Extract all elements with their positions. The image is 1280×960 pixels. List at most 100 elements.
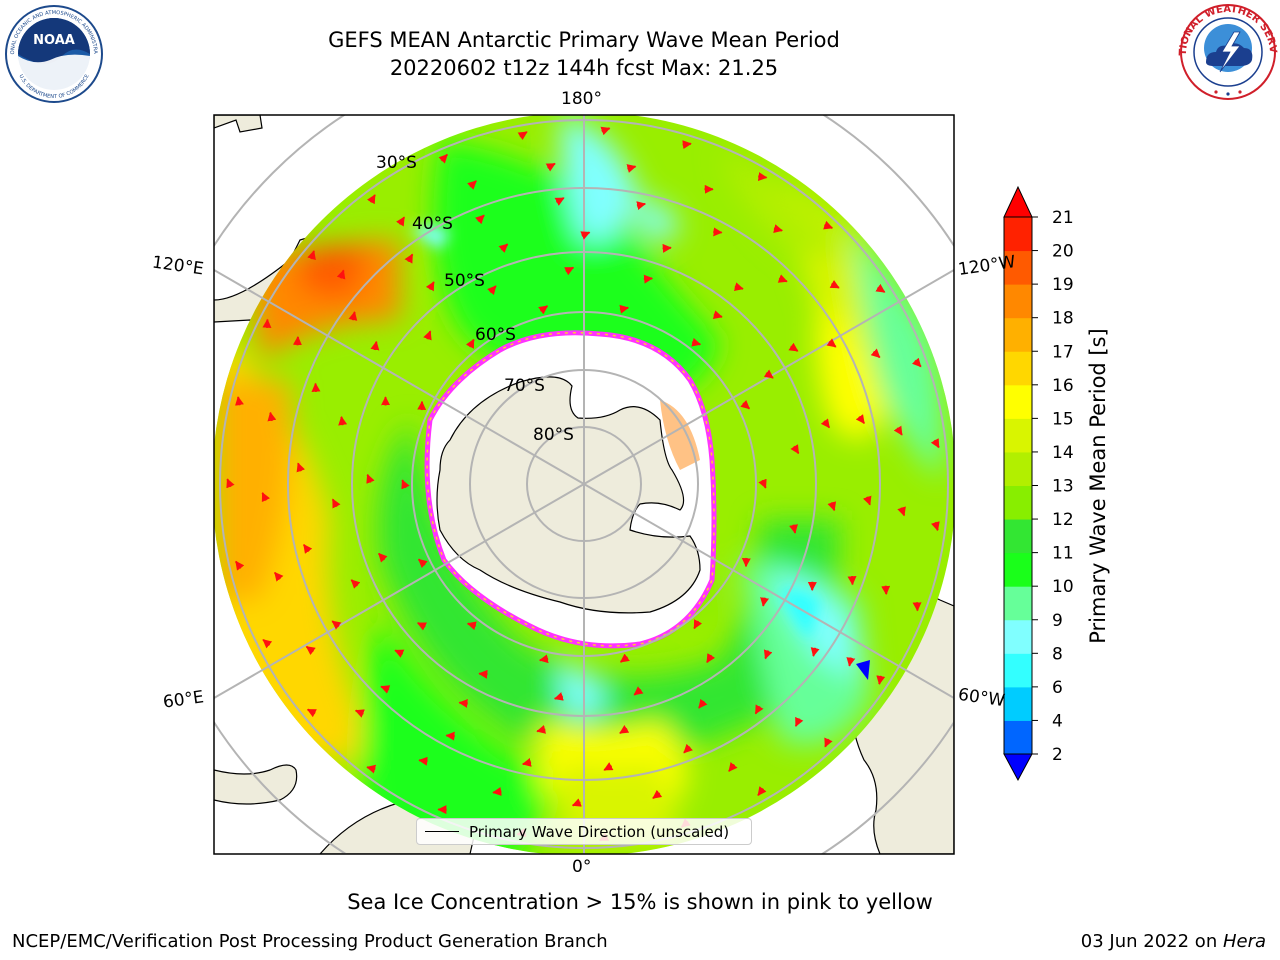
wave-arrow xyxy=(554,197,565,206)
wave-arrow xyxy=(498,243,509,253)
wave-arrow xyxy=(416,622,427,631)
wave-arrow xyxy=(521,758,532,767)
wave-arrow xyxy=(760,597,769,607)
wave-arrow xyxy=(619,304,630,314)
wave-arrow xyxy=(626,164,637,173)
wave-arrow xyxy=(603,762,614,771)
wave-arrow xyxy=(633,686,644,696)
colorbar-cell xyxy=(1004,384,1032,419)
wave-arrow xyxy=(636,201,647,210)
lat-label-70s: 70°S xyxy=(504,376,545,396)
wave-arrow xyxy=(662,243,672,253)
wave-arrow xyxy=(824,737,833,748)
wave-arrow xyxy=(846,657,856,667)
map-frame xyxy=(213,114,955,855)
colorbar-cell xyxy=(1004,418,1032,453)
legend-label: Primary Wave Direction (unscaled) xyxy=(469,823,730,841)
noaa-logo: NOAA NATIONAL OCEANIC AND ATMOSPHERIC AD… xyxy=(4,4,103,103)
legend-line-swatch xyxy=(425,831,459,832)
colorbar-cell xyxy=(1004,619,1032,654)
wave-arrow xyxy=(262,638,273,649)
wave-arrow xyxy=(643,274,654,284)
wave-arrow xyxy=(305,645,316,656)
footer-date: 03 Jun 2022 on Hera xyxy=(1081,931,1266,952)
wave-direction-arrows xyxy=(226,126,940,842)
colorbar-tick-label: 9 xyxy=(1052,611,1063,631)
wave-arrow xyxy=(875,283,886,293)
wave-arrow xyxy=(773,224,783,233)
wave-arrow xyxy=(380,685,391,694)
wave-arrow xyxy=(763,369,774,379)
wave-arrow xyxy=(794,716,804,727)
wave-arrow xyxy=(425,281,435,292)
wave-arrow xyxy=(790,444,800,455)
wave-arrow xyxy=(652,789,663,799)
wave-arrow xyxy=(698,698,708,709)
map-legend: Primary Wave Direction (unscaled) xyxy=(416,818,752,845)
wave-arrow xyxy=(267,411,277,422)
wave-arrow xyxy=(366,764,377,774)
wave-arrow xyxy=(417,558,428,569)
noaa-logo-text: NOAA xyxy=(33,33,75,48)
wave-arrow xyxy=(458,698,468,708)
colorbar-tick-label: 6 xyxy=(1052,678,1063,698)
wave-arrow xyxy=(394,649,405,658)
wave-arrow xyxy=(862,495,872,506)
wave-arrow xyxy=(855,414,865,425)
colorbar-cell xyxy=(1004,485,1032,520)
wave-arrow xyxy=(893,425,903,436)
wave-arrow xyxy=(467,180,477,190)
lon-label-bottom: 0° xyxy=(572,857,592,877)
wave-arrow xyxy=(911,357,922,368)
wave-arrow xyxy=(545,162,556,172)
wave-arrow xyxy=(350,579,361,589)
wave-arrow xyxy=(538,654,549,664)
wave-arrow xyxy=(777,274,788,283)
colorbar-tick-label: 21 xyxy=(1052,208,1074,228)
wave-arrow xyxy=(423,330,432,341)
wave-arrow xyxy=(401,479,410,490)
wave-arrow xyxy=(465,338,475,349)
footer-date-text: 03 Jun 2022 on xyxy=(1080,931,1223,952)
colorbar-cell xyxy=(1004,451,1032,486)
colorbar-tick-label: 20 xyxy=(1052,242,1074,262)
wave-arrow xyxy=(763,649,773,660)
chart-subtitle: 20220602 t12z 144h fcst Max: 21.25 xyxy=(389,56,779,80)
colorbar-tick-label: 8 xyxy=(1052,644,1063,664)
colorbar-tick-label: 13 xyxy=(1052,477,1074,497)
colorbar-tick-label: 2 xyxy=(1052,745,1063,765)
wave-arrow xyxy=(517,131,528,141)
nws-logo: NATIONAL WEATHER SERVICE xyxy=(1178,2,1278,100)
wave-arrow xyxy=(870,348,881,359)
colorbar-tick-label: 17 xyxy=(1052,342,1074,362)
wave-arrow xyxy=(396,216,406,227)
wave-arrow xyxy=(311,382,321,393)
lon-label-top: 180° xyxy=(561,89,602,109)
wave-arrow xyxy=(706,653,716,664)
colorbar-tick-label: 12 xyxy=(1052,510,1074,530)
wave-arrow xyxy=(789,524,798,534)
colorbar-cell xyxy=(1004,720,1032,755)
wave-arrow xyxy=(740,399,751,410)
wave-arrow xyxy=(487,285,497,296)
wave-arrow xyxy=(826,338,837,348)
wave-arrow xyxy=(296,462,306,473)
wave-arrow xyxy=(712,310,723,320)
wave-arrow xyxy=(829,279,840,289)
wave-arrow xyxy=(348,311,358,321)
wave-arrow xyxy=(827,501,837,512)
wave-arrow xyxy=(758,478,767,489)
wave-arrow xyxy=(754,704,764,715)
wave-arrow xyxy=(683,743,693,754)
wave-arrow xyxy=(788,342,799,352)
colorbar-cell xyxy=(1004,317,1032,352)
wave-arrow xyxy=(303,543,313,554)
wave-arrow xyxy=(378,552,388,563)
wave-arrow xyxy=(475,214,485,225)
colorbar-cell xyxy=(1004,586,1032,621)
wave-arrow xyxy=(757,786,767,797)
wave-arrow xyxy=(553,692,564,701)
lat-label-80s: 80°S xyxy=(533,425,574,445)
sea-ice-note: Sea Ice Concentration > 15% is shown in … xyxy=(347,890,933,914)
colorbar-label: Primary Wave Mean Period [s] xyxy=(1086,328,1110,644)
